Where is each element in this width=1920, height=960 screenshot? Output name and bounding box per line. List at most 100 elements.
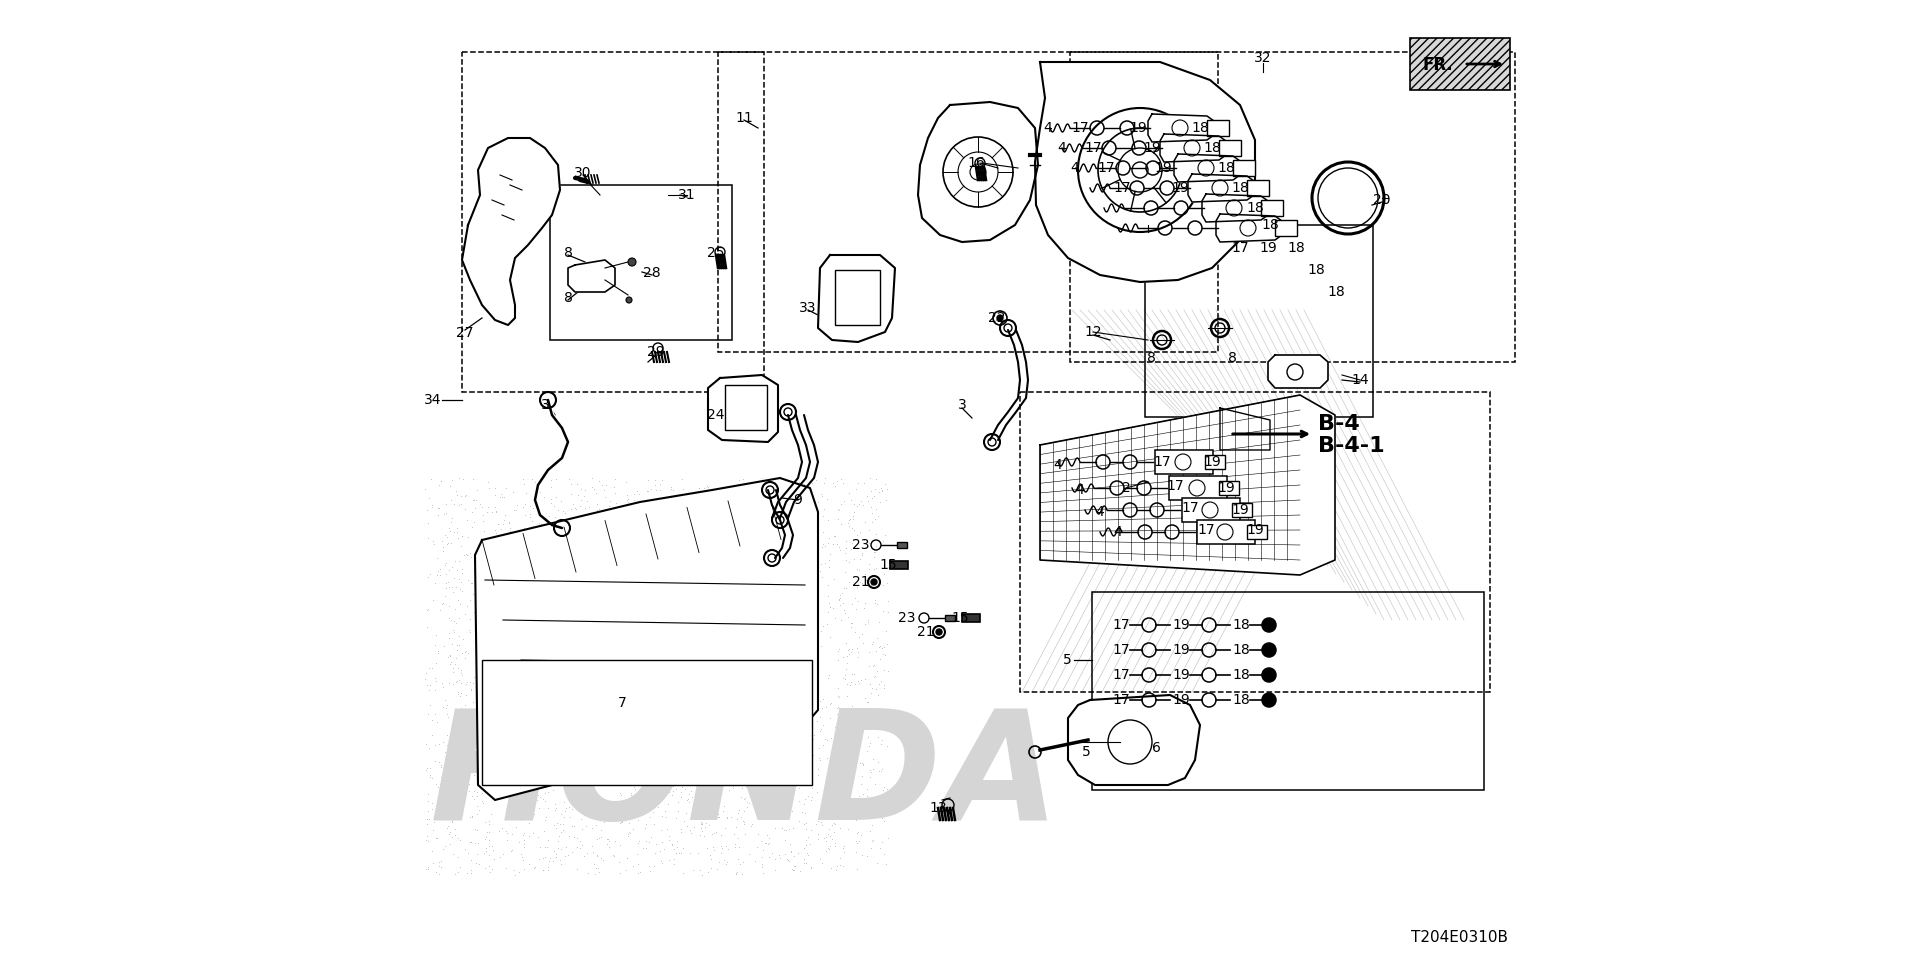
Point [620, 656, 651, 671]
Point [645, 483, 676, 498]
Point [611, 649, 641, 664]
Point [430, 588, 461, 604]
Point [666, 845, 697, 860]
Point [824, 591, 854, 607]
Point [732, 780, 762, 795]
Point [626, 501, 657, 516]
Point [609, 614, 639, 630]
Point [457, 675, 488, 690]
Point [810, 732, 841, 747]
Point [574, 713, 605, 729]
Point [478, 776, 509, 791]
Point [722, 651, 753, 666]
Point [465, 701, 495, 716]
Point [472, 474, 503, 490]
Point [726, 554, 756, 569]
Bar [1261, 200, 1283, 216]
Bar [726, 385, 766, 430]
Point [580, 535, 611, 550]
Point [718, 725, 749, 740]
Point [578, 844, 609, 859]
Point [743, 698, 774, 713]
Point [440, 615, 470, 631]
Point [428, 543, 459, 559]
Point [651, 594, 682, 610]
Point [806, 721, 837, 736]
Point [505, 597, 536, 612]
Point [616, 785, 647, 801]
Point [430, 556, 461, 571]
Point [520, 756, 551, 772]
Point [730, 574, 760, 589]
Point [714, 698, 745, 713]
Point [632, 687, 662, 703]
Point [549, 612, 580, 627]
Point [684, 643, 714, 659]
Point [603, 640, 634, 656]
Point [637, 617, 668, 633]
Point [422, 788, 453, 804]
Point [543, 502, 574, 517]
Point [586, 851, 616, 866]
Point [841, 562, 872, 577]
Point [607, 814, 637, 829]
Point [724, 500, 755, 516]
Point [490, 591, 520, 607]
Point [553, 596, 584, 612]
Point [516, 569, 547, 585]
Point [478, 851, 509, 866]
Bar [1144, 225, 1373, 417]
Point [622, 812, 653, 828]
Point [553, 471, 584, 487]
Point [762, 645, 793, 660]
Point [708, 852, 739, 868]
Point [490, 530, 520, 545]
Point [620, 647, 651, 662]
Point [516, 553, 547, 568]
Point [705, 719, 735, 734]
Point [833, 486, 864, 501]
Point [868, 646, 899, 661]
Point [845, 777, 876, 792]
Point [599, 756, 630, 772]
Point [864, 485, 895, 500]
Point [526, 769, 557, 784]
Point [541, 840, 572, 855]
Point [426, 770, 457, 785]
Point [795, 687, 826, 703]
Point [470, 861, 501, 876]
Point [760, 503, 791, 518]
Point [687, 867, 718, 882]
Point [584, 667, 614, 683]
Point [474, 813, 505, 828]
Point [461, 806, 492, 822]
Point [828, 840, 858, 855]
Point [428, 775, 459, 790]
Point [826, 471, 856, 487]
Point [687, 654, 718, 669]
Point [453, 764, 484, 780]
Point [758, 543, 789, 559]
Point [835, 619, 866, 635]
Point [872, 783, 902, 799]
Point [622, 630, 653, 645]
Point [588, 686, 618, 702]
Point [732, 532, 762, 547]
Point [624, 686, 655, 702]
Point [493, 769, 524, 784]
Point [653, 667, 684, 683]
Point [705, 701, 735, 716]
Point [866, 834, 897, 850]
Point [528, 863, 559, 878]
Point [511, 551, 541, 566]
Point [664, 714, 695, 730]
Point [541, 529, 572, 544]
Point [559, 515, 589, 530]
Point [413, 803, 444, 818]
Point [824, 592, 854, 608]
Point [561, 659, 591, 674]
Point [799, 639, 829, 655]
Point [601, 738, 632, 754]
Point [518, 860, 549, 876]
Point [505, 846, 536, 861]
